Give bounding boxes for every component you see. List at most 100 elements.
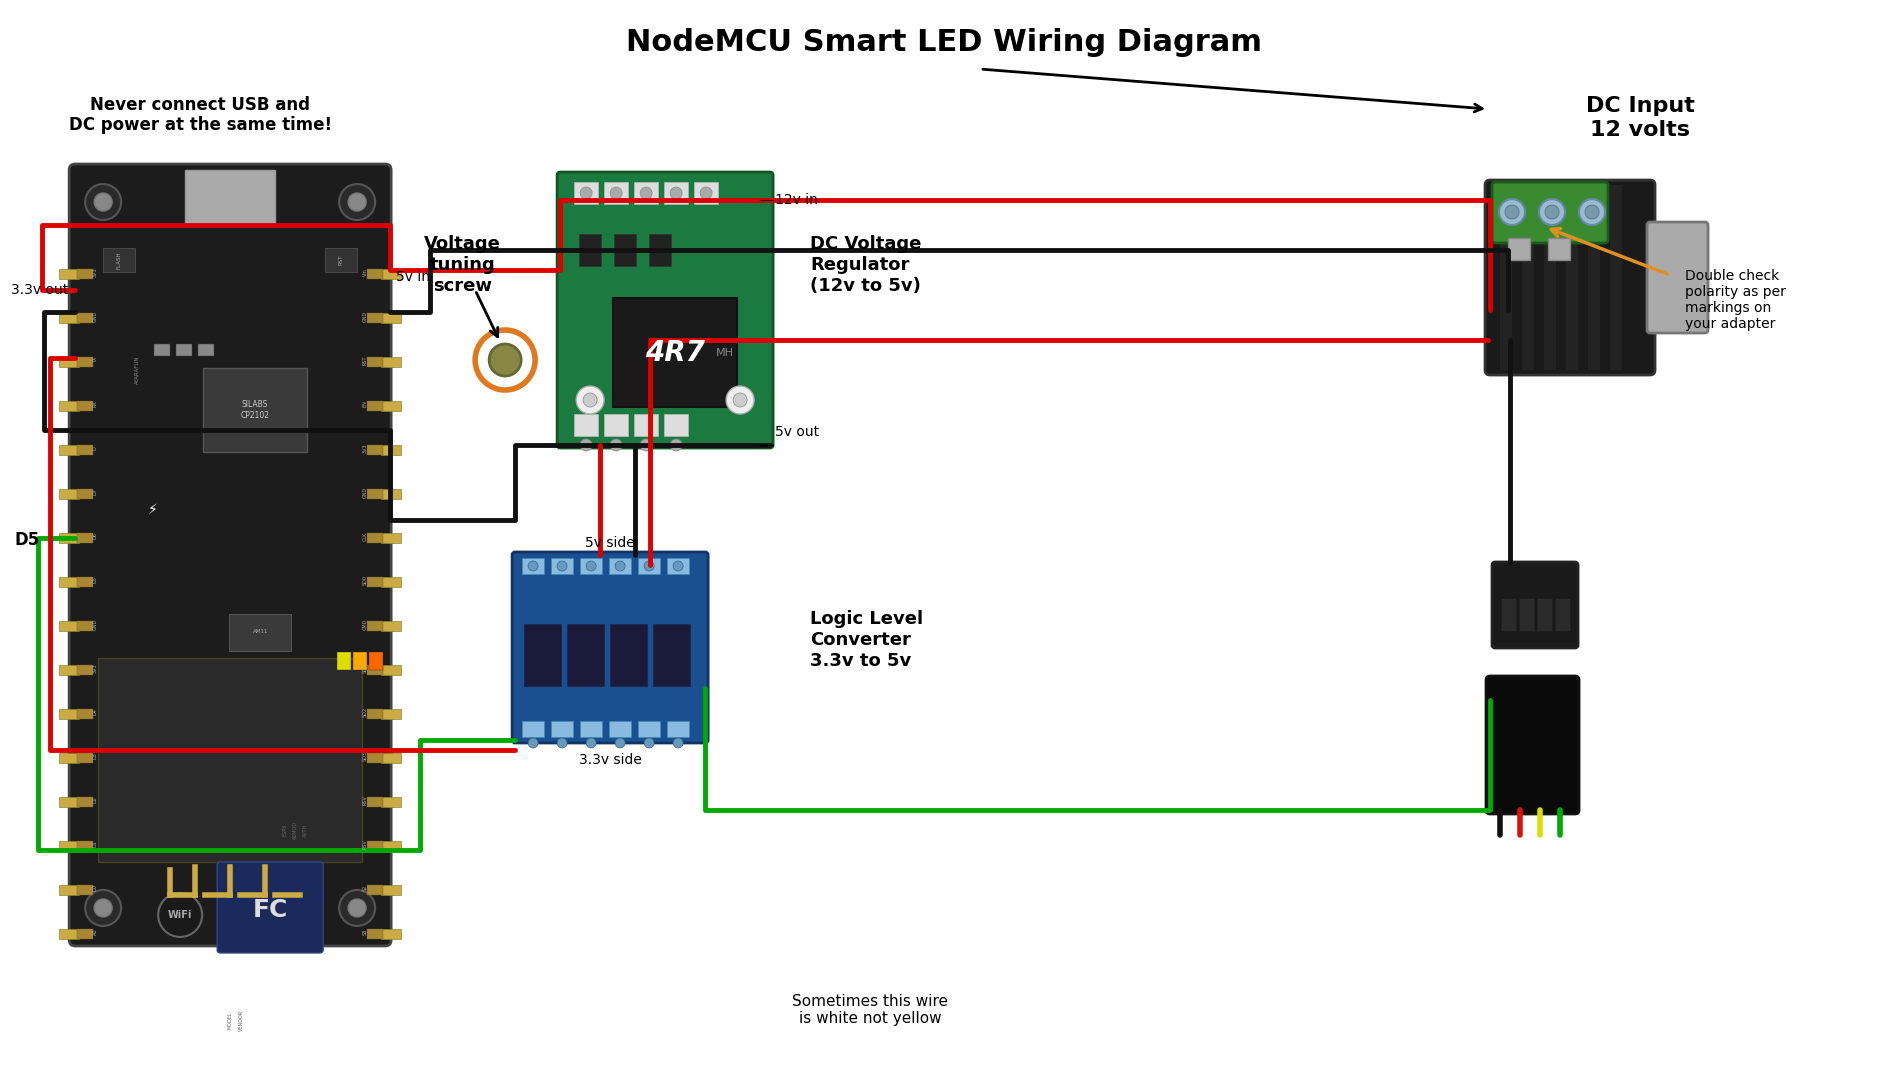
FancyBboxPatch shape bbox=[366, 709, 383, 719]
FancyBboxPatch shape bbox=[370, 652, 383, 670]
Text: SD3: SD3 bbox=[362, 751, 368, 761]
Text: 3V3: 3V3 bbox=[93, 663, 98, 672]
FancyBboxPatch shape bbox=[59, 665, 79, 674]
FancyBboxPatch shape bbox=[557, 172, 772, 448]
Text: WiFi: WiFi bbox=[168, 910, 193, 920]
Circle shape bbox=[557, 738, 566, 748]
Text: 3.3v out: 3.3v out bbox=[11, 284, 68, 297]
FancyBboxPatch shape bbox=[185, 170, 276, 226]
Text: GND: GND bbox=[362, 487, 368, 497]
FancyBboxPatch shape bbox=[59, 753, 79, 763]
Text: DC Input
12 volts: DC Input 12 volts bbox=[1586, 97, 1694, 140]
FancyBboxPatch shape bbox=[604, 413, 629, 436]
Circle shape bbox=[644, 738, 653, 748]
FancyBboxPatch shape bbox=[381, 753, 400, 763]
FancyBboxPatch shape bbox=[77, 489, 93, 499]
Circle shape bbox=[347, 899, 366, 917]
Circle shape bbox=[94, 193, 111, 211]
FancyBboxPatch shape bbox=[59, 313, 79, 323]
FancyBboxPatch shape bbox=[1588, 185, 1599, 371]
Circle shape bbox=[670, 187, 682, 199]
FancyBboxPatch shape bbox=[217, 862, 323, 953]
Text: MODEL: MODEL bbox=[228, 1011, 232, 1029]
FancyBboxPatch shape bbox=[574, 182, 598, 204]
Circle shape bbox=[1505, 205, 1520, 219]
Text: D5: D5 bbox=[93, 577, 98, 583]
Text: GND: GND bbox=[362, 310, 368, 321]
Text: 3.3v side: 3.3v side bbox=[580, 753, 642, 767]
Text: RSV: RSV bbox=[362, 795, 368, 804]
FancyBboxPatch shape bbox=[59, 621, 79, 632]
Text: RST: RST bbox=[338, 255, 344, 265]
FancyBboxPatch shape bbox=[580, 558, 602, 574]
FancyBboxPatch shape bbox=[566, 624, 604, 686]
Circle shape bbox=[340, 890, 376, 926]
Text: D0: D0 bbox=[93, 885, 98, 891]
FancyBboxPatch shape bbox=[610, 624, 648, 686]
Text: S2: S2 bbox=[362, 885, 368, 891]
Text: D4: D4 bbox=[93, 709, 98, 715]
FancyBboxPatch shape bbox=[634, 182, 659, 204]
FancyBboxPatch shape bbox=[77, 753, 93, 763]
Circle shape bbox=[610, 439, 623, 451]
FancyBboxPatch shape bbox=[77, 797, 93, 807]
Circle shape bbox=[733, 393, 748, 407]
FancyBboxPatch shape bbox=[77, 268, 93, 279]
FancyBboxPatch shape bbox=[653, 624, 691, 686]
FancyBboxPatch shape bbox=[366, 445, 383, 455]
FancyBboxPatch shape bbox=[366, 929, 383, 939]
FancyBboxPatch shape bbox=[77, 533, 93, 543]
FancyBboxPatch shape bbox=[98, 658, 362, 862]
Text: Vin: Vin bbox=[362, 268, 368, 276]
Circle shape bbox=[529, 561, 538, 571]
FancyBboxPatch shape bbox=[204, 368, 308, 452]
Text: 3V3: 3V3 bbox=[93, 267, 98, 277]
Text: SILABS
CP2102: SILABS CP2102 bbox=[240, 401, 270, 420]
Text: D5: D5 bbox=[15, 531, 40, 549]
FancyBboxPatch shape bbox=[59, 577, 79, 587]
FancyBboxPatch shape bbox=[381, 621, 400, 632]
Text: AM11: AM11 bbox=[253, 629, 268, 635]
FancyBboxPatch shape bbox=[666, 721, 689, 737]
FancyBboxPatch shape bbox=[59, 885, 79, 895]
FancyBboxPatch shape bbox=[381, 665, 400, 674]
FancyBboxPatch shape bbox=[381, 401, 400, 411]
Text: 5v in: 5v in bbox=[396, 270, 430, 284]
FancyBboxPatch shape bbox=[366, 313, 383, 323]
Circle shape bbox=[1586, 205, 1599, 219]
FancyBboxPatch shape bbox=[59, 929, 79, 939]
Circle shape bbox=[85, 184, 121, 220]
FancyBboxPatch shape bbox=[610, 558, 631, 574]
FancyBboxPatch shape bbox=[366, 268, 383, 279]
FancyBboxPatch shape bbox=[59, 841, 79, 851]
FancyBboxPatch shape bbox=[381, 709, 400, 719]
FancyBboxPatch shape bbox=[366, 533, 383, 543]
FancyBboxPatch shape bbox=[366, 401, 383, 411]
Circle shape bbox=[615, 561, 625, 571]
FancyBboxPatch shape bbox=[198, 344, 213, 355]
FancyBboxPatch shape bbox=[1492, 562, 1578, 648]
FancyBboxPatch shape bbox=[638, 721, 661, 737]
FancyBboxPatch shape bbox=[665, 413, 687, 436]
FancyBboxPatch shape bbox=[77, 445, 93, 455]
FancyBboxPatch shape bbox=[59, 401, 79, 411]
Text: ESP8: ESP8 bbox=[283, 824, 287, 836]
FancyBboxPatch shape bbox=[1522, 185, 1535, 371]
Text: D: D bbox=[93, 446, 98, 450]
FancyBboxPatch shape bbox=[155, 344, 170, 355]
FancyBboxPatch shape bbox=[381, 577, 400, 587]
FancyBboxPatch shape bbox=[1509, 238, 1529, 260]
FancyBboxPatch shape bbox=[574, 413, 598, 436]
Text: CMD: CMD bbox=[362, 619, 368, 629]
FancyBboxPatch shape bbox=[59, 357, 79, 367]
Circle shape bbox=[644, 561, 653, 571]
FancyBboxPatch shape bbox=[1520, 599, 1535, 632]
Text: SD2: SD2 bbox=[362, 707, 368, 717]
FancyBboxPatch shape bbox=[614, 297, 736, 407]
FancyBboxPatch shape bbox=[610, 721, 631, 737]
FancyBboxPatch shape bbox=[366, 577, 383, 587]
FancyBboxPatch shape bbox=[649, 234, 670, 266]
FancyBboxPatch shape bbox=[512, 552, 708, 743]
FancyBboxPatch shape bbox=[77, 621, 93, 632]
Circle shape bbox=[727, 386, 753, 413]
